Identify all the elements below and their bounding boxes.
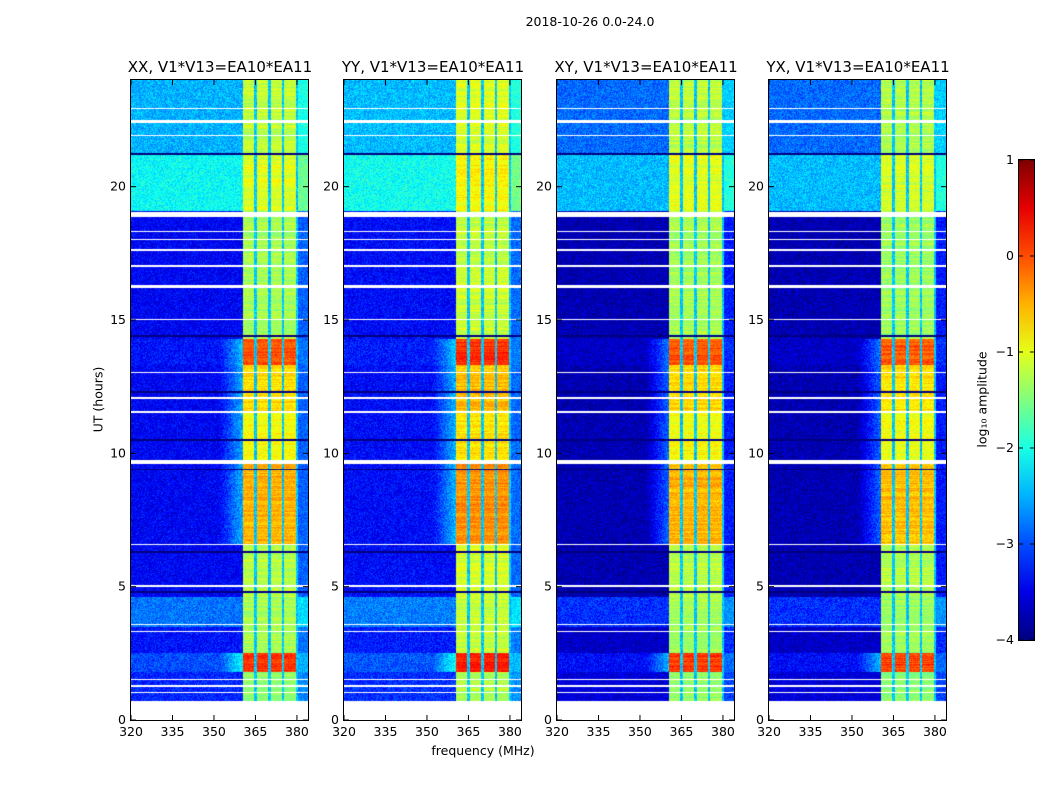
x-tick-label: 335 <box>799 724 823 739</box>
x-tick-label: 335 <box>587 724 611 739</box>
x-tick-label: 335 <box>374 724 398 739</box>
colorbar-tick-label: 0 <box>1006 248 1014 263</box>
x-tick-label: 335 <box>161 724 185 739</box>
y-tick-label: 10 <box>323 445 339 460</box>
colorbar-tick-label: 1 <box>1006 152 1014 167</box>
panel-title-xx: XX, V1*V13=EA10*EA11 <box>127 58 313 76</box>
colorbar-tick-label: −1 <box>996 344 1014 359</box>
heatmap-panel-yx <box>768 79 947 721</box>
panel-title-yx: YX, V1*V13=EA10*EA11 <box>766 58 950 76</box>
heatmap-panel-xy <box>556 79 735 721</box>
x-tick-label: 320 <box>119 724 143 739</box>
heatmap-image-xy <box>557 80 734 720</box>
heatmap-image-yy <box>344 80 521 720</box>
y-tick-label: 10 <box>536 445 552 460</box>
x-tick-label: 350 <box>202 724 226 739</box>
x-tick-label: 365 <box>882 724 906 739</box>
y-tick-label: 0 <box>118 712 126 727</box>
y-tick-label: 20 <box>323 179 339 194</box>
figure-suptitle: 2018-10-26 0.0-24.0 <box>525 14 655 29</box>
x-tick-label: 380 <box>285 724 309 739</box>
x-axis-label: frequency (MHz) <box>431 743 535 758</box>
y-tick-label: 0 <box>756 712 764 727</box>
y-tick-label: 5 <box>118 579 126 594</box>
x-tick-label: 320 <box>332 724 356 739</box>
x-tick-label: 380 <box>923 724 947 739</box>
panel-title-yy: YY, V1*V13=EA10*EA11 <box>341 58 525 76</box>
y-tick-label: 20 <box>748 179 764 194</box>
heatmap-panel-xx <box>130 79 309 721</box>
colorbar-tick-label: −2 <box>996 440 1014 455</box>
x-tick-label: 380 <box>498 724 522 739</box>
y-tick-label: 10 <box>110 445 126 460</box>
x-tick-label: 365 <box>244 724 268 739</box>
panel-title-xy: XY, V1*V13=EA10*EA11 <box>554 58 738 76</box>
y-tick-label: 10 <box>748 445 764 460</box>
y-tick-label: 15 <box>323 312 339 327</box>
colorbar <box>1018 159 1035 641</box>
x-tick-label: 365 <box>670 724 694 739</box>
y-tick-label: 15 <box>536 312 552 327</box>
y-tick-label: 5 <box>544 579 552 594</box>
y-tick-label: 0 <box>331 712 339 727</box>
x-tick-label: 380 <box>711 724 735 739</box>
x-tick-label: 350 <box>628 724 652 739</box>
y-tick-label: 20 <box>110 179 126 194</box>
y-tick-label: 0 <box>544 712 552 727</box>
x-tick-label: 320 <box>545 724 569 739</box>
x-tick-label: 350 <box>840 724 864 739</box>
x-tick-label: 350 <box>415 724 439 739</box>
heatmap-image-xx <box>131 80 308 720</box>
y-tick-label: 5 <box>756 579 764 594</box>
heatmap-panel-yy <box>343 79 522 721</box>
y-tick-label: 20 <box>536 179 552 194</box>
y-tick-label: 15 <box>110 312 126 327</box>
heatmap-image-yx <box>769 80 946 720</box>
y-tick-label: 5 <box>331 579 339 594</box>
x-tick-label: 365 <box>457 724 481 739</box>
colorbar-tick-label: −3 <box>996 536 1014 551</box>
colorbar-tick-label: −4 <box>996 632 1014 647</box>
y-tick-label: 15 <box>748 312 764 327</box>
x-tick-label: 320 <box>757 724 781 739</box>
